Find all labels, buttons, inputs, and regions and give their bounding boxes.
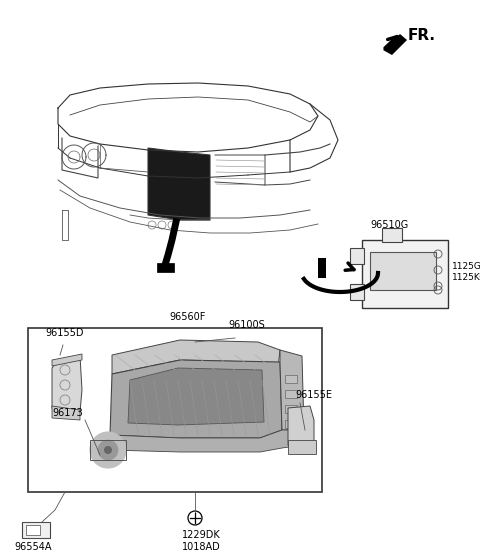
Text: 96554A: 96554A [14, 542, 51, 552]
Bar [285, 375, 297, 383]
Text: 96560F: 96560F [170, 312, 206, 322]
Polygon shape [52, 354, 82, 366]
Polygon shape [110, 430, 304, 452]
Text: 96510G: 96510G [370, 220, 408, 230]
Polygon shape [280, 350, 304, 430]
Bar [362, 240, 448, 308]
Polygon shape [128, 368, 264, 425]
Polygon shape [52, 406, 80, 420]
Bar [350, 248, 364, 264]
Text: FR.: FR. [408, 28, 436, 43]
Bar [370, 252, 436, 290]
Polygon shape [288, 406, 314, 452]
Bar [285, 405, 297, 413]
Polygon shape [383, 34, 407, 55]
Polygon shape [112, 340, 280, 374]
Bar [382, 228, 402, 242]
Text: 1229DK
1018AD: 1229DK 1018AD [182, 530, 221, 552]
Bar [22, 522, 50, 538]
Bar [285, 390, 297, 398]
Bar [26, 525, 40, 535]
Circle shape [90, 432, 126, 468]
Bar [285, 420, 297, 428]
Bar [350, 284, 364, 300]
Text: 1125GA
1125KC: 1125GA 1125KC [452, 261, 480, 283]
Polygon shape [148, 148, 210, 220]
Polygon shape [318, 258, 326, 278]
Text: 96173: 96173 [52, 408, 83, 418]
Text: 96100S: 96100S [228, 320, 265, 330]
Bar [90, 440, 126, 460]
Circle shape [98, 440, 118, 460]
Polygon shape [110, 360, 282, 438]
Text: 96155E: 96155E [295, 390, 332, 400]
Polygon shape [52, 356, 82, 416]
Polygon shape [288, 440, 316, 454]
Circle shape [104, 446, 112, 454]
Bar [28, 328, 322, 492]
Text: 96155D: 96155D [45, 328, 84, 338]
